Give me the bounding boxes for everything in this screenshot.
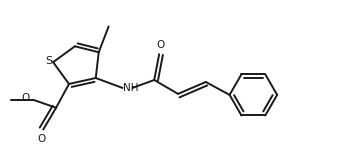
Text: S: S bbox=[45, 56, 52, 66]
Text: O: O bbox=[37, 134, 45, 144]
Text: O: O bbox=[156, 40, 164, 50]
Text: NH: NH bbox=[123, 83, 139, 93]
Text: O: O bbox=[21, 93, 29, 103]
